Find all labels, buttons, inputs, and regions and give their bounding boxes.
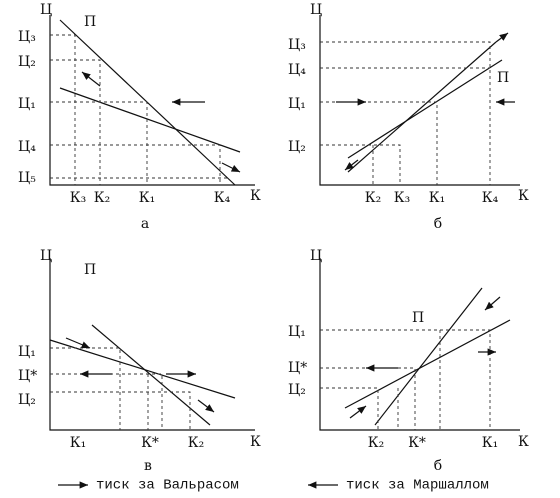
label: Ц₄ xyxy=(288,62,306,78)
guide-lines xyxy=(50,34,228,185)
axes xyxy=(319,15,520,186)
label: П xyxy=(84,14,96,30)
demand-line xyxy=(59,87,241,153)
label: К₁ xyxy=(70,435,86,451)
label: Ц₅ xyxy=(18,170,36,186)
supply-line xyxy=(374,287,483,426)
supply-line xyxy=(91,324,211,426)
label: Ц₁ xyxy=(18,344,36,360)
label: Ц xyxy=(310,248,322,264)
guide-lines xyxy=(320,41,491,185)
label: Ц₁ xyxy=(288,324,306,340)
label: К₃ xyxy=(394,190,410,206)
label: П xyxy=(412,310,424,326)
label: тиск за Маршаллом xyxy=(346,478,489,494)
label: Ц xyxy=(310,2,322,18)
label: К₃ xyxy=(70,190,86,206)
label: Ц xyxy=(40,248,52,264)
label: К₁ xyxy=(429,190,445,206)
guide-lines xyxy=(50,347,191,430)
axes xyxy=(49,15,255,186)
label: К₁ xyxy=(482,435,498,451)
arrow xyxy=(344,159,359,171)
demand-line xyxy=(49,339,236,399)
label: б xyxy=(434,216,442,232)
label: П xyxy=(497,70,509,86)
label: Ц₂ xyxy=(288,382,306,398)
label: К xyxy=(518,434,529,450)
label: К₄ xyxy=(214,190,231,206)
label: Ц₂ xyxy=(288,139,306,155)
label: К₂ xyxy=(365,190,381,206)
label: Ц₃ xyxy=(18,29,36,45)
panel-b: Ц К П Ц₃ Ц₄ Ц₁ Ц₂ К₂ К₃ К₁ К₄ б xyxy=(288,2,529,232)
label: в xyxy=(144,458,152,474)
label: К₁ xyxy=(139,190,155,206)
axes xyxy=(49,258,255,431)
label: К₂ xyxy=(94,190,110,206)
arrow xyxy=(81,71,101,87)
label: Ц₂ xyxy=(18,54,36,70)
label: Ц* xyxy=(288,360,307,376)
arrow xyxy=(221,162,241,173)
label: Ц₁ xyxy=(18,96,36,112)
demand-line xyxy=(344,319,511,409)
label: К xyxy=(250,434,261,450)
demand-line xyxy=(347,59,503,159)
label: а xyxy=(141,216,149,232)
label: К₂ xyxy=(188,435,204,451)
supply-line xyxy=(59,19,236,186)
guide-lines xyxy=(320,329,491,430)
label: Ц xyxy=(40,2,52,18)
supply-line xyxy=(347,41,497,173)
label: К xyxy=(518,188,529,204)
arrow xyxy=(484,296,501,311)
arrow xyxy=(349,405,367,419)
axes xyxy=(319,258,520,431)
label: Ц₁ xyxy=(288,96,306,112)
label: б xyxy=(434,458,442,474)
panel-g: Ц К П Ц₁ Ц* Ц₂ К₂ К* К₁ б xyxy=(288,248,529,474)
arrow xyxy=(65,337,91,349)
arrow xyxy=(197,399,215,413)
label: Ц* xyxy=(18,368,37,384)
panel-a: Ц К П Ц₃ Ц₂ Ц₁ Ц₄ Ц₅ К₃ К₂ К₁ К₄ а xyxy=(18,2,261,232)
legend: тиск за Вальрасом тиск за Маршаллом xyxy=(58,478,489,494)
label: Ц₄ xyxy=(18,139,36,155)
label: К xyxy=(250,188,261,204)
label: К₂ xyxy=(368,435,384,451)
label: Ц₃ xyxy=(288,37,306,53)
arrow xyxy=(495,32,509,43)
label: П xyxy=(84,262,96,278)
label: К₄ xyxy=(482,190,499,206)
label: тиск за Вальрасом xyxy=(96,478,239,494)
label: К* xyxy=(141,435,159,451)
label: К* xyxy=(408,435,426,451)
panel-v: Ц К П Ц₁ Ц* Ц₂ К₁ К* К₂ в xyxy=(18,248,261,474)
label: Ц₂ xyxy=(18,392,36,408)
